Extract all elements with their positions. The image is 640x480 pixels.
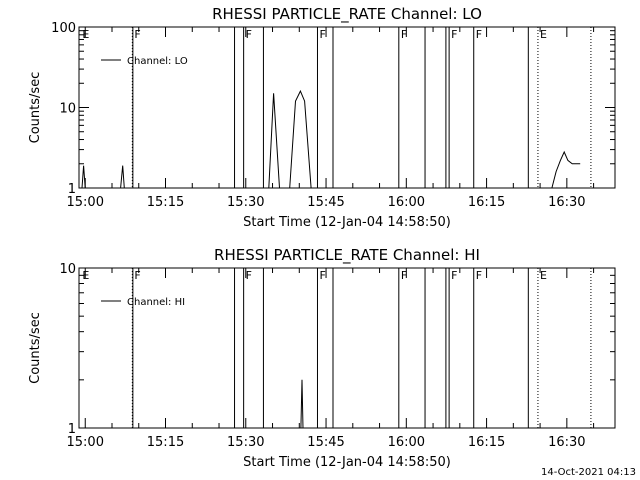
x-tick-label: 15:30 xyxy=(227,435,264,450)
y-tick-label: 10 xyxy=(59,262,76,277)
flag-label: E xyxy=(82,28,89,41)
x-axis-label: Start Time (12-Jan-04 14:58:50) xyxy=(243,455,451,470)
series-line xyxy=(551,150,581,189)
series-line xyxy=(300,379,304,429)
y-tick-label: 1 xyxy=(68,182,76,197)
x-tick-label: 16:30 xyxy=(548,435,585,450)
x-tick-label: 15:15 xyxy=(147,435,184,450)
x-tick-label: 16:00 xyxy=(388,435,425,450)
chart-lo-channel: RHESSI PARTICLE_RATE Channel: LO Counts/s… xyxy=(28,5,616,230)
plot-frame xyxy=(78,26,616,189)
flag-label: F xyxy=(401,269,407,282)
x-tick-label: 15:45 xyxy=(307,435,344,450)
legend-entry: Channel: LO xyxy=(127,56,188,67)
plot-frame xyxy=(78,267,616,429)
y-axis-label: Counts/sec xyxy=(28,312,43,384)
x-tick-label: 15:00 xyxy=(67,195,104,210)
flag-label: E xyxy=(540,28,547,41)
x-tick-label: 16:30 xyxy=(548,195,585,210)
flag-label: F xyxy=(476,269,482,282)
x-tick-label: 15:15 xyxy=(147,195,184,210)
chart-title: RHESSI PARTICLE_RATE Channel: LO xyxy=(212,5,482,24)
x-tick-label: 16:15 xyxy=(468,435,505,450)
flag-label: F xyxy=(134,269,140,282)
flag-label: F xyxy=(451,28,457,41)
flag-label: E xyxy=(540,269,547,282)
legend-entry: Channel: HI xyxy=(127,297,185,308)
chart-hi-channel: RHESSI PARTICLE_RATE Channel: HI Counts/s… xyxy=(28,246,616,470)
y-axis-label: Counts/sec xyxy=(28,72,43,144)
flag-label: F xyxy=(246,28,252,41)
flag-label: F xyxy=(319,269,325,282)
y-tick-label: 10 xyxy=(59,102,76,117)
x-tick-label: 16:00 xyxy=(388,195,425,210)
y-tick-label: 100 xyxy=(51,21,76,36)
flag-label: E xyxy=(82,269,89,282)
chart-title: RHESSI PARTICLE_RATE Channel: HI xyxy=(214,246,480,265)
flag-label: F xyxy=(476,28,482,41)
series-line xyxy=(120,165,125,189)
series-line xyxy=(81,165,87,189)
flag-label: F xyxy=(134,28,140,41)
footer-timestamp: 14-Oct-2021 04:13 xyxy=(541,467,636,478)
series-line xyxy=(268,93,280,189)
flag-label: F xyxy=(319,28,325,41)
x-axis-label: Start Time (12-Jan-04 14:58:50) xyxy=(243,215,451,230)
x-tick-label: 16:15 xyxy=(468,195,505,210)
series-line xyxy=(289,89,312,189)
x-tick-label: 15:00 xyxy=(67,435,104,450)
flag-label: F xyxy=(401,28,407,41)
flag-label: F xyxy=(451,269,457,282)
x-tick-label: 15:30 xyxy=(227,195,264,210)
flag-label: F xyxy=(246,269,252,282)
x-tick-label: 15:45 xyxy=(307,195,344,210)
y-tick-label: 1 xyxy=(68,422,76,437)
